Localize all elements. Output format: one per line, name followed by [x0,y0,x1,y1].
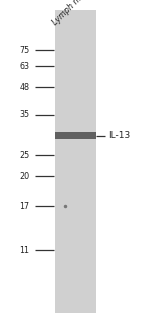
Text: IL-13: IL-13 [108,131,130,140]
Text: 17: 17 [19,202,29,211]
Text: 63: 63 [19,62,29,71]
Text: 35: 35 [19,110,29,119]
Text: 25: 25 [19,151,29,160]
Text: 75: 75 [19,46,29,55]
Bar [55,10,96,313]
Bar [55,132,96,139]
Text: 20: 20 [19,172,29,181]
Text: 48: 48 [19,83,29,92]
Text: 11: 11 [19,246,29,255]
Text: Lymph node: Lymph node [51,0,93,27]
